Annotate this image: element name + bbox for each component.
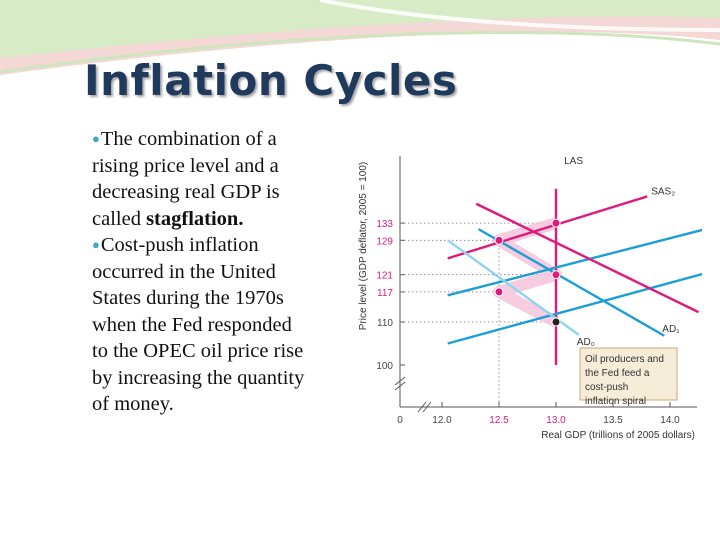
y-tick-label: 133 <box>376 219 393 230</box>
x-tick-label: 13.0 <box>546 415 566 426</box>
y-tick-label: 129 <box>376 236 393 247</box>
x-tick-label: 0 <box>397 415 403 426</box>
bullet-text: Cost-push inflation occurred in the Unit… <box>92 234 305 415</box>
bullet-list: ●The combination of a rising price level… <box>92 126 307 418</box>
series-label-las: LAS <box>564 156 583 167</box>
x-tick-label: 12.5 <box>489 415 509 426</box>
axis-break-y <box>394 381 406 391</box>
series-line-sas2 <box>447 195 648 260</box>
title-swoosh-decoration <box>0 0 720 75</box>
series-label-sas2: SAS₂ <box>651 186 675 197</box>
bullet-item: ●The combination of a rising price level… <box>92 126 307 232</box>
y-tick-label: 117 <box>377 288 393 299</box>
series-line-sas0 <box>447 272 702 345</box>
data-point <box>494 235 504 245</box>
series-line-sas <box>447 228 702 297</box>
bullet-icon: ● <box>92 237 100 252</box>
bullet-emphasis: stagflation. <box>146 207 244 230</box>
series-line-ad2 <box>475 202 700 314</box>
series-label-ad0: AD₀ <box>577 337 595 348</box>
y-tick-label: 110 <box>377 318 393 329</box>
bullet-item: ●Cost-push inflation occurred in the Uni… <box>92 232 307 418</box>
y-tick-label: 121 <box>376 271 393 282</box>
inflation-chart: 100110117121129133012.012.513.013.514.01… <box>358 156 702 441</box>
annotation-text: inflation spiral <box>585 396 646 407</box>
x-tick-label: 13.5 <box>603 415 623 426</box>
slide-title: Inflation Cycles <box>84 56 458 105</box>
data-point <box>551 270 561 280</box>
y-axis-label: Price level (GDP deflator, 2005 = 100) <box>358 162 369 331</box>
data-point <box>551 317 561 327</box>
series-line-ad1 <box>477 228 665 337</box>
x-axis-label: Real GDP (trillions of 2005 dollars) <box>541 430 695 441</box>
axis-break-y <box>394 376 406 386</box>
axis-break-x <box>422 401 432 413</box>
series-label-ad1: AD₁ <box>662 324 680 335</box>
axis-break-x <box>417 401 427 413</box>
x-tick-label: 14.0 <box>660 415 680 426</box>
annotation-box <box>579 347 678 401</box>
bullet-icon: ● <box>92 131 100 146</box>
data-point <box>551 218 561 228</box>
y-tick-label: 100 <box>376 361 393 372</box>
annotation-text: cost-push <box>585 382 628 393</box>
x-tick-label: 12.0 <box>432 415 452 426</box>
data-point <box>494 287 504 297</box>
annotation-text: Oil producers and <box>585 354 664 365</box>
annotation-text: the Fed feed a <box>585 368 650 379</box>
bullet-text: The combination of a rising price level … <box>92 128 280 230</box>
